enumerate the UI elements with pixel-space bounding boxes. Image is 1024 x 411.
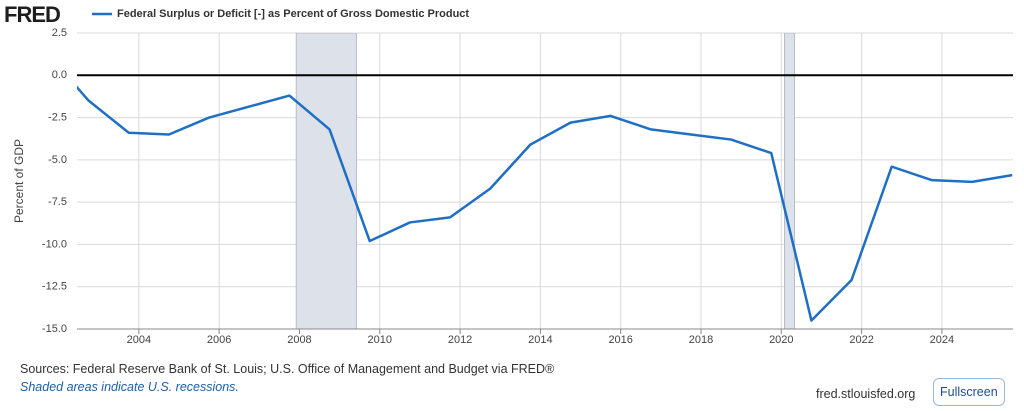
note: Shaded areas indicate U.S. recessions. (20, 380, 239, 394)
y-tick-label: -12.5 (42, 281, 67, 293)
recession-band (784, 33, 796, 329)
y-axis-label: Percent of GDP (12, 139, 26, 223)
x-tick-label: 2022 (849, 334, 873, 346)
x-tick-label: 2004 (127, 334, 151, 346)
x-tick-label: 2006 (207, 334, 231, 346)
chart: 2.5 0.0 -2.5 -5.0 -7.5 -10.0 -12.5 -15.0 2004 200… (12, 8, 1013, 346)
plot-area (77, 33, 1013, 329)
x-tick-label: 2010 (368, 334, 392, 346)
sources: Sources: Federal Reserve Bank of St. Lou… (20, 362, 555, 376)
y-tick-label: 2.5 (52, 27, 67, 39)
axes: 2.5 0.0 -2.5 -5.0 -7.5 -10.0 -12.5 -15.0 2004 200… (42, 27, 1013, 346)
legend-label: Federal Surplus or Deficit [-] as Percen… (117, 8, 469, 20)
x-tick-label: 2018 (689, 334, 713, 346)
x-tick-label: 2024 (930, 334, 954, 346)
y-tick-label: -15.0 (42, 323, 67, 335)
y-tick-label: -5.0 (48, 154, 67, 166)
recession-band (295, 33, 357, 329)
x-tick-label: 2008 (287, 334, 311, 346)
x-tick-label: 2020 (769, 334, 793, 346)
y-tick-label: -2.5 (48, 111, 67, 123)
y-tick-label: -7.5 (48, 196, 67, 208)
x-tick-label: 2014 (528, 334, 552, 346)
y-tick-label: -10.0 (42, 238, 67, 250)
data-line (77, 85, 1013, 322)
x-tick-label: 2012 (448, 334, 472, 346)
site-link[interactable]: fred.stlouisfed.org (816, 387, 916, 401)
logo: FRED (4, 2, 61, 27)
y-tick-label: 0.0 (52, 69, 67, 81)
x-tick-label: 2016 (608, 334, 632, 346)
fullscreen-button[interactable]: Fullscreen (933, 378, 1005, 406)
grid (77, 32, 1013, 330)
